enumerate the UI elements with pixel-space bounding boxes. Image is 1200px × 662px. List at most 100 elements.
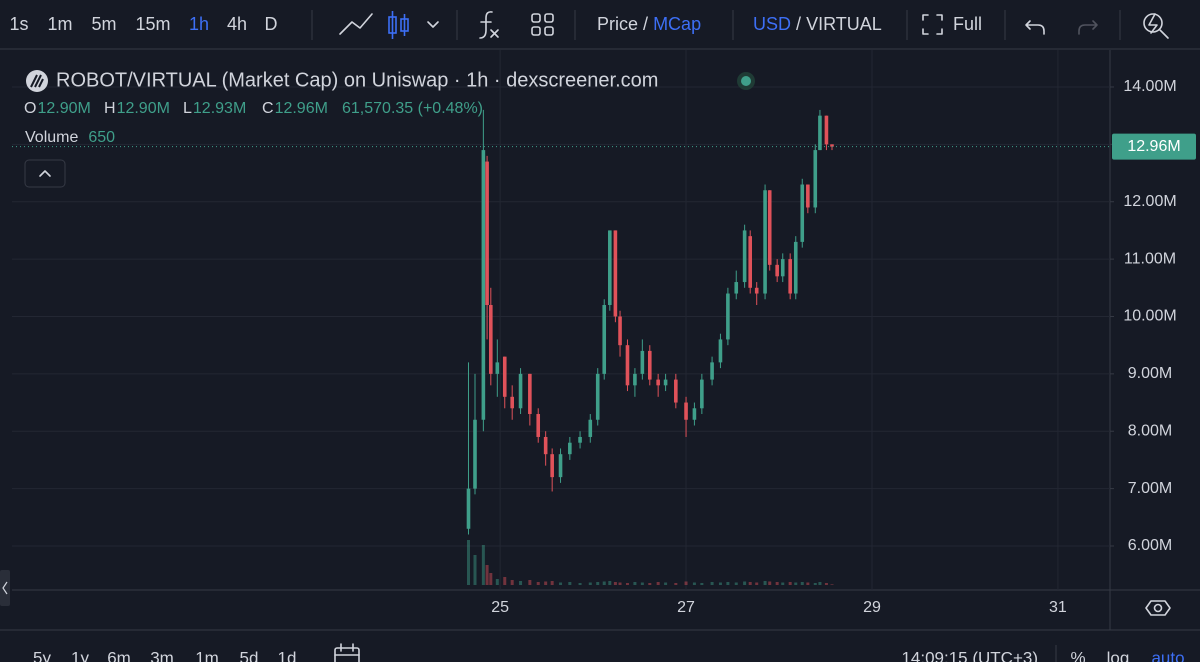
layout-icon[interactable] (531, 13, 554, 36)
collapse-arrow (2, 581, 8, 595)
volume-bar (684, 581, 688, 585)
volume-bar (596, 582, 600, 585)
y-tick-label: 6.00M (1128, 537, 1172, 554)
volume-bar (503, 577, 507, 585)
range-button[interactable]: 1d (278, 648, 297, 662)
separator-text: / (796, 14, 801, 34)
collapse-legend-arrow (39, 170, 51, 177)
volume-bar (674, 583, 678, 585)
interval-button[interactable]: 5m (91, 14, 116, 34)
volume-bar (824, 583, 828, 585)
candle-body (489, 305, 493, 374)
volume-bar (692, 582, 696, 585)
candle-body (568, 442, 572, 455)
interval-button[interactable]: 1m (47, 14, 72, 34)
ohlc-value: 12.93M (193, 100, 246, 117)
candle-body (608, 230, 612, 306)
x-tick-label: 25 (491, 599, 509, 616)
ohlc-label: C (262, 100, 274, 117)
undo-icon[interactable] (1025, 20, 1045, 35)
range-button[interactable]: 3m (150, 648, 174, 662)
ohlc-label: O (24, 100, 36, 117)
range-button[interactable]: 5d (240, 648, 259, 662)
ohlc-line: O12.90M H12.90M L12.93M C12.96M 61,570.35 (+… (24, 100, 483, 117)
mcap-option[interactable]: MCap (653, 14, 701, 34)
volume-bar (763, 581, 767, 585)
x-tick-label: 29 (863, 599, 881, 616)
candle-body (763, 190, 767, 294)
candle-body (692, 408, 697, 420)
usd-option[interactable]: USD (753, 14, 791, 34)
candle-body (788, 259, 792, 294)
ohlc-value: 12.90M (117, 100, 170, 117)
volume-bar (700, 583, 704, 585)
candle-body (466, 488, 471, 529)
bottom-bar: 5y 1y 6m 3m 1m 5d 1d 14:09:15 (UTC+3)% log auto (33, 643, 1185, 662)
candle-body (818, 115, 822, 151)
volume-bar (544, 581, 548, 585)
scale-option[interactable]: % (1070, 648, 1085, 662)
fullscreen-icon[interactable] (922, 14, 943, 35)
volume-bar (718, 582, 722, 585)
range-button[interactable]: 6m (107, 648, 131, 662)
virtual-option[interactable]: VIRTUAL (806, 14, 882, 34)
scale-option[interactable]: auto (1151, 648, 1184, 662)
volume-bar (775, 582, 779, 585)
candle-body (595, 373, 600, 420)
collapse-legend-button[interactable] (24, 159, 66, 188)
volume-bar (528, 580, 532, 585)
price-toggle[interactable]: Price / MCap (597, 14, 701, 34)
token-logo-mark (30, 74, 44, 88)
volume-line: Volume 650 (25, 129, 115, 146)
range-button[interactable]: 1y (71, 648, 89, 662)
scale-option[interactable]: log (1107, 648, 1130, 662)
ohlc-label: L (183, 100, 192, 117)
interval-button[interactable]: 1h (189, 14, 209, 34)
volume-bar (608, 581, 612, 585)
range-button[interactable]: 1m (195, 648, 219, 662)
toolbar: Price / MCap USD / VIRTUAL Full 1s 1m 5m 15… (0, 10, 1200, 50)
interval-button[interactable]: 1s (9, 14, 28, 34)
ohlc-label: H (104, 100, 116, 117)
legend-title: ROBOT/VIRTUAL (Market Cap) on Uniswap · … (56, 69, 658, 91)
candle-type-icon[interactable] (388, 11, 409, 39)
volume-bar (519, 581, 523, 585)
interval-button[interactable]: D (265, 14, 278, 34)
volume-bar (781, 582, 785, 585)
volume-bar (788, 582, 792, 585)
candle-body (830, 144, 834, 147)
alert-icon[interactable] (1143, 13, 1169, 39)
x-tick-label: 27 (677, 599, 695, 616)
redo-icon[interactable] (1078, 20, 1098, 35)
interval-button[interactable]: 15m (135, 14, 170, 34)
range-button[interactable]: 5y (33, 648, 51, 662)
indicators-icon[interactable] (479, 11, 499, 39)
candle-body (806, 184, 810, 208)
currency-toggle[interactable]: USD / VIRTUAL (753, 14, 882, 34)
candle-body (718, 339, 723, 363)
chevron-icon[interactable] (427, 21, 439, 28)
candle-body (518, 373, 523, 409)
candle-body (813, 150, 818, 208)
calendar-icon[interactable] (334, 643, 360, 662)
volume-bar (495, 579, 499, 585)
fullscreen-button[interactable]: Full (953, 14, 982, 34)
candle-body (613, 230, 618, 317)
volume-bar (485, 565, 489, 585)
candle-body (710, 362, 714, 380)
candle-body (780, 259, 785, 277)
price-option[interactable]: Price (597, 14, 638, 34)
volume-bar (568, 582, 572, 585)
settings-icon[interactable] (1145, 600, 1171, 616)
volume-bar (734, 582, 738, 585)
y-tick-label: 12.00M (1123, 193, 1176, 210)
change-value: 61,570.35 (+0.48%) (342, 100, 483, 117)
line-tool-icon[interactable] (339, 13, 373, 35)
volume-bar (578, 583, 582, 585)
candle-body (473, 419, 477, 489)
interval-button[interactable]: 4h (227, 14, 247, 34)
candle-body (550, 454, 554, 478)
collapse-handle[interactable] (0, 570, 10, 606)
volume-bar (481, 545, 485, 585)
